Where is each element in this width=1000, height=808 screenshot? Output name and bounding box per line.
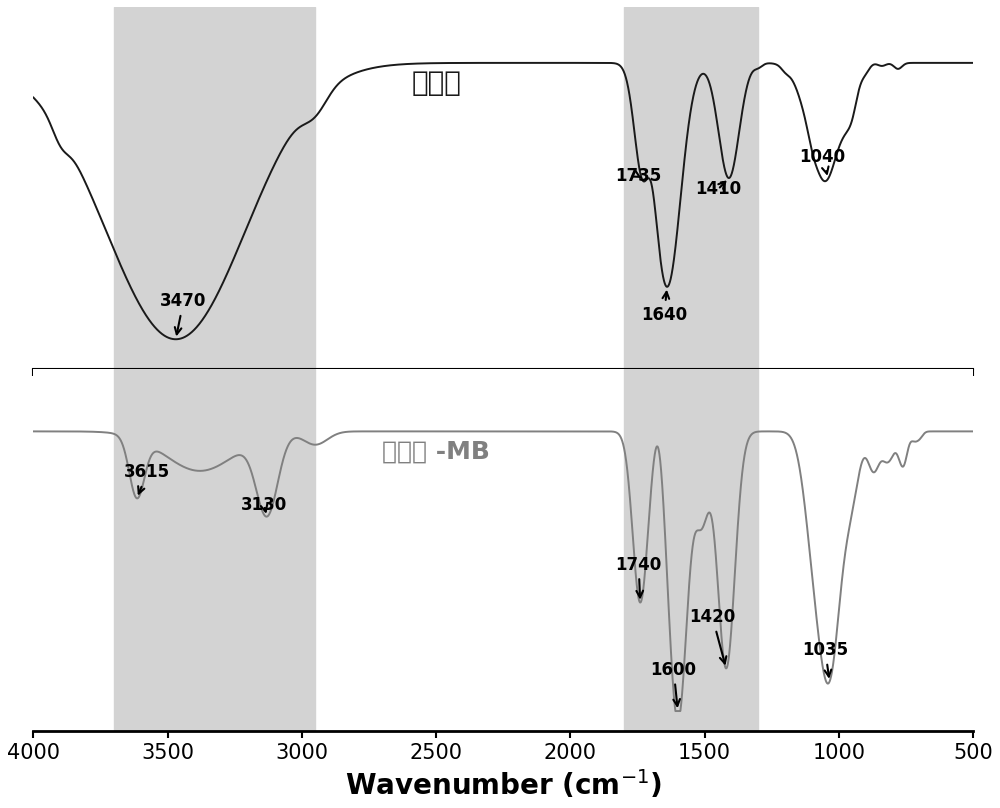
Text: 1735: 1735 — [615, 167, 662, 185]
Text: 1410: 1410 — [695, 180, 741, 199]
Bar — [624, 369, 758, 730]
Text: 1040: 1040 — [800, 148, 846, 174]
Text: 1600: 1600 — [651, 661, 697, 706]
Text: 1640: 1640 — [641, 292, 687, 323]
Text: 3130: 3130 — [241, 496, 287, 515]
X-axis label: Wavenumber (cm$^{-1}$): Wavenumber (cm$^{-1}$) — [345, 768, 662, 801]
Text: 凝胶球: 凝胶球 — [411, 69, 461, 97]
Bar — [624, 7, 758, 369]
Text: 3470: 3470 — [160, 292, 207, 335]
Text: 1420: 1420 — [689, 608, 736, 663]
Text: 1035: 1035 — [802, 641, 848, 676]
Bar — [114, 7, 315, 369]
Text: 1740: 1740 — [615, 556, 662, 597]
Bar — [114, 369, 315, 730]
Text: 3615: 3615 — [124, 464, 170, 494]
Text: 凝胶球 -MB: 凝胶球 -MB — [382, 439, 490, 463]
